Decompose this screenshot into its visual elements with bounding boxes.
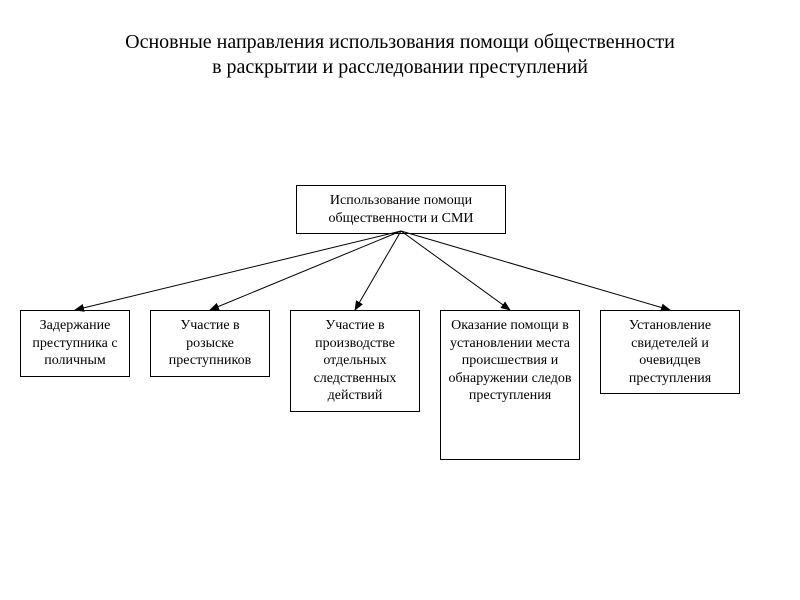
child-node-4-label: Оказание помощи в установлении места про… xyxy=(448,318,571,403)
child-node-1-label: Задержание преступника с поличным xyxy=(32,318,117,368)
root-node-line1: Использование помощи xyxy=(330,193,472,208)
child-node-4: Оказание помощи в установлении места про… xyxy=(440,310,580,460)
root-node: Использование помощи общественности и СМ… xyxy=(296,185,506,234)
title-line-1: Основные направления использования помощ… xyxy=(125,31,675,53)
edge-n2 xyxy=(210,231,401,310)
edge-n3 xyxy=(355,231,401,310)
edge-n4 xyxy=(401,231,510,310)
child-node-3-label: Участие в производстве отдельных следств… xyxy=(314,318,397,403)
root-node-line2: общественности и СМИ xyxy=(328,211,473,226)
diagram-title: Основные направления использования помощ… xyxy=(0,30,800,80)
child-node-1: Задержание преступника с поличным xyxy=(20,310,130,377)
child-node-2: Участие в розыске преступников xyxy=(150,310,270,377)
child-node-3: Участие в производстве отдельных следств… xyxy=(290,310,420,412)
child-node-2-label: Участие в розыске преступников xyxy=(169,318,251,368)
edge-n1 xyxy=(75,231,401,310)
edge-n5 xyxy=(401,231,670,310)
title-line-2: в раскрытии и расследовании преступлений xyxy=(212,56,588,78)
child-node-5-label: Установление свидетелей и очевидцев прес… xyxy=(629,318,711,386)
connector-arrows xyxy=(0,0,800,600)
child-node-5: Установление свидетелей и очевидцев прес… xyxy=(600,310,740,394)
